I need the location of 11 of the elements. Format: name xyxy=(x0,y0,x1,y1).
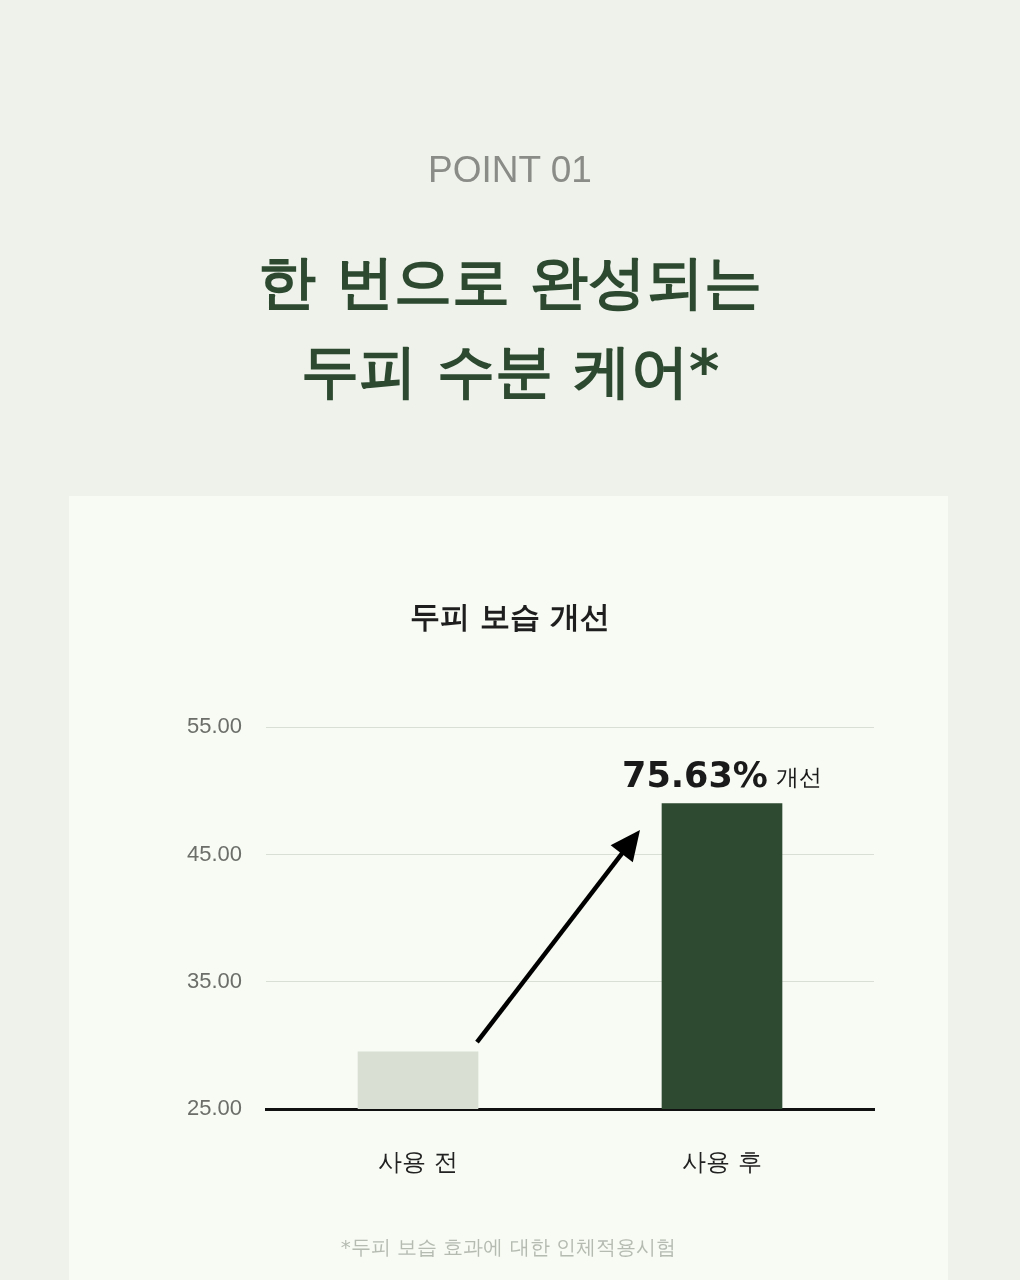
x-tick-label: 사용 전 xyxy=(378,1147,458,1176)
chart-title: 한 번으로 완성되는 두피 수분 케어* xyxy=(256,247,764,407)
chart-subtitle: 두피 보습 개선 xyxy=(408,598,612,636)
y-tick-label: 45.00 xyxy=(186,840,242,866)
y-tick-label: 35.00 xyxy=(186,967,242,993)
x-tick-label: 사용 후 xyxy=(682,1147,762,1176)
annotation: 75.63% 개선 xyxy=(622,754,822,795)
text: POINT 01 xyxy=(427,148,593,192)
text: *두피 보습 효과에 대한 인체적용시험 xyxy=(339,1234,678,1261)
y-tick-label: 25.00 xyxy=(186,1095,242,1121)
y-tick-label: 55.00 xyxy=(186,713,242,739)
